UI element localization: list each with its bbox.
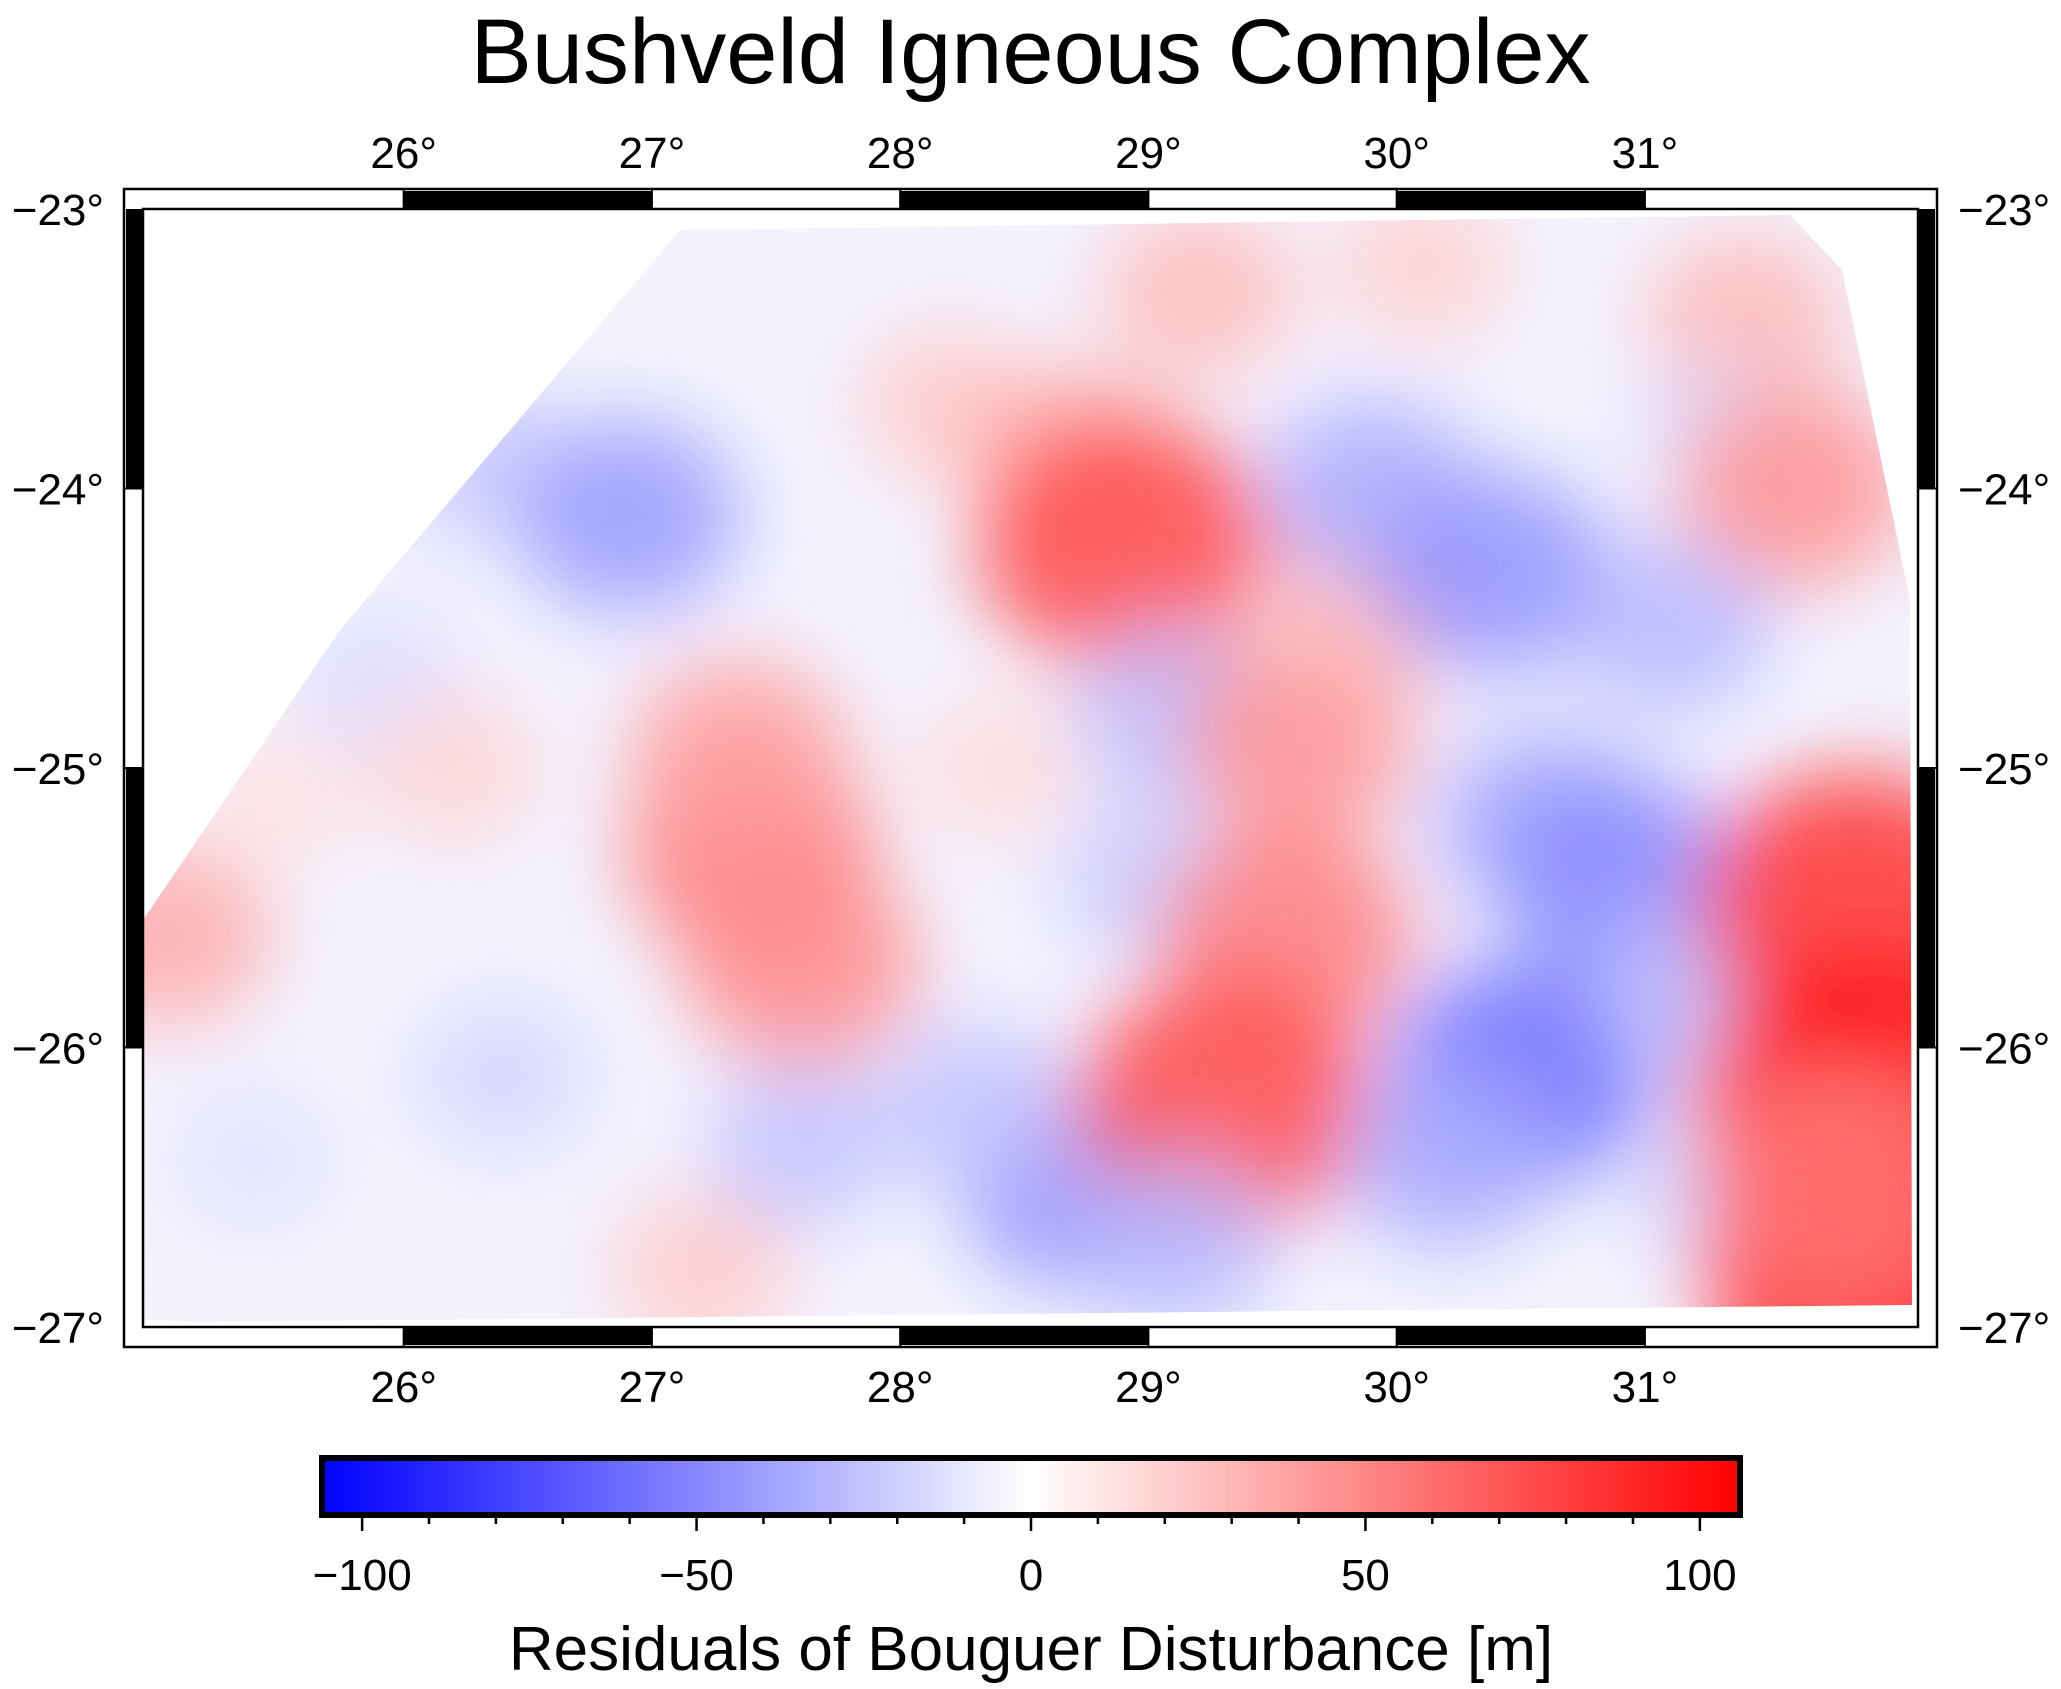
- anomaly-positive-36: [1678, 388, 1910, 589]
- anomaly-positive-9: [682, 860, 920, 1067]
- anomaly-negative-18: [879, 1020, 1070, 1186]
- lat-label-left: −27°: [12, 1304, 104, 1353]
- frame-bar-top: [1396, 191, 1645, 208]
- anomaly-positive-19: [1100, 215, 1297, 379]
- anomaly-positive-12: [609, 1191, 794, 1322]
- lat-label-right: −26°: [1958, 1025, 2050, 1074]
- colorbar-ticks: −100 −50 0 50 100: [313, 1515, 1737, 1600]
- lat-label-left: −25°: [12, 745, 104, 794]
- colorbar-tick-label: 50: [1341, 1551, 1390, 1600]
- lon-label-bottom: 30°: [1363, 1363, 1430, 1412]
- lat-label-left: −26°: [12, 1025, 104, 1074]
- lat-label-right: −23°: [1958, 186, 2050, 235]
- map-frame: [122, 187, 1939, 1349]
- anomaly-positive-27: [1331, 215, 1512, 343]
- anomaly-negative-2: [173, 1088, 337, 1231]
- colorbar: −100 −50 0 50 100 Residuals of Bouguer Distu…: [313, 1455, 1743, 1684]
- lon-label-bottom: 28°: [867, 1363, 934, 1412]
- frame-bar-left: [126, 209, 142, 489]
- frame-bar-bottom: [900, 1328, 1149, 1345]
- frame-bar-bottom: [1396, 1328, 1645, 1345]
- anomaly-positive-10: [628, 658, 850, 851]
- lon-label-top: 26°: [370, 129, 437, 178]
- lon-labels-top: 26° 27° 28° 29° 30° 31°: [370, 129, 1678, 178]
- anomaly-positive-4: [365, 691, 541, 845]
- lon-label-top: 27°: [619, 129, 686, 178]
- residual-grid: [143, 215, 1912, 1322]
- lat-label-right: −27°: [1958, 1304, 2050, 1353]
- frame-bar-top: [403, 191, 652, 208]
- anomaly-negative-25: [1073, 1156, 1274, 1322]
- frame-bar-right: [1919, 768, 1935, 1048]
- anomaly-negative-37: [1569, 541, 1770, 716]
- lon-label-bottom: 31°: [1612, 1363, 1679, 1412]
- anomaly-positive-43: [1705, 1077, 1912, 1297]
- frame-bar-right: [1919, 209, 1935, 489]
- lon-label-bottom: 27°: [619, 1363, 686, 1412]
- lat-labels-right: −23° −24° −25° −26° −27°: [1958, 186, 2050, 1353]
- frame-bar-bottom: [403, 1328, 652, 1345]
- anomaly-negative-7: [514, 418, 740, 615]
- lon-label-top: 28°: [867, 129, 934, 178]
- colorbar-title: Residuals of Bouguer Disturbance [m]: [509, 1615, 1553, 1684]
- anomaly-positive-15: [976, 416, 1271, 672]
- colorbar-tick-label: −50: [659, 1551, 734, 1600]
- lon-label-top: 30°: [1363, 129, 1430, 178]
- frame-bar-left: [126, 768, 142, 1048]
- lon-labels-bottom: 26° 27° 28° 29° 30° 31°: [370, 1363, 1678, 1412]
- lat-label-right: −24°: [1958, 466, 2050, 515]
- map-title: Bushveld Igneous Complex: [470, 1, 1591, 103]
- lon-label-bottom: 26°: [370, 1363, 437, 1412]
- anomaly-negative-11: [705, 1062, 896, 1228]
- frame-bar-top: [900, 191, 1149, 208]
- colorbar-tick-label: 0: [1019, 1551, 1043, 1600]
- anomaly-negative-5: [415, 999, 591, 1152]
- anomaly-positive-0: [143, 844, 274, 1028]
- colorbar-tick-label: 100: [1663, 1551, 1736, 1600]
- lat-labels-left: −23° −24° −25° −26° −27°: [12, 186, 104, 1353]
- anomaly-positive-16: [914, 694, 1084, 842]
- anomaly-negative-29: [1380, 471, 1612, 673]
- lon-label-top: 29°: [1115, 129, 1182, 178]
- lat-label-left: −23°: [12, 186, 104, 235]
- lat-label-left: −24°: [12, 466, 104, 515]
- anomaly-positive-22: [1181, 639, 1413, 841]
- anomaly-negative-33: [1341, 1067, 1552, 1251]
- colorbar-tick-label: −100: [313, 1551, 412, 1600]
- lon-label-bottom: 29°: [1115, 1363, 1182, 1412]
- colorbar-gradient: [319, 1455, 1743, 1518]
- lat-label-right: −25°: [1958, 745, 2050, 794]
- lon-label-top: 31°: [1612, 129, 1679, 178]
